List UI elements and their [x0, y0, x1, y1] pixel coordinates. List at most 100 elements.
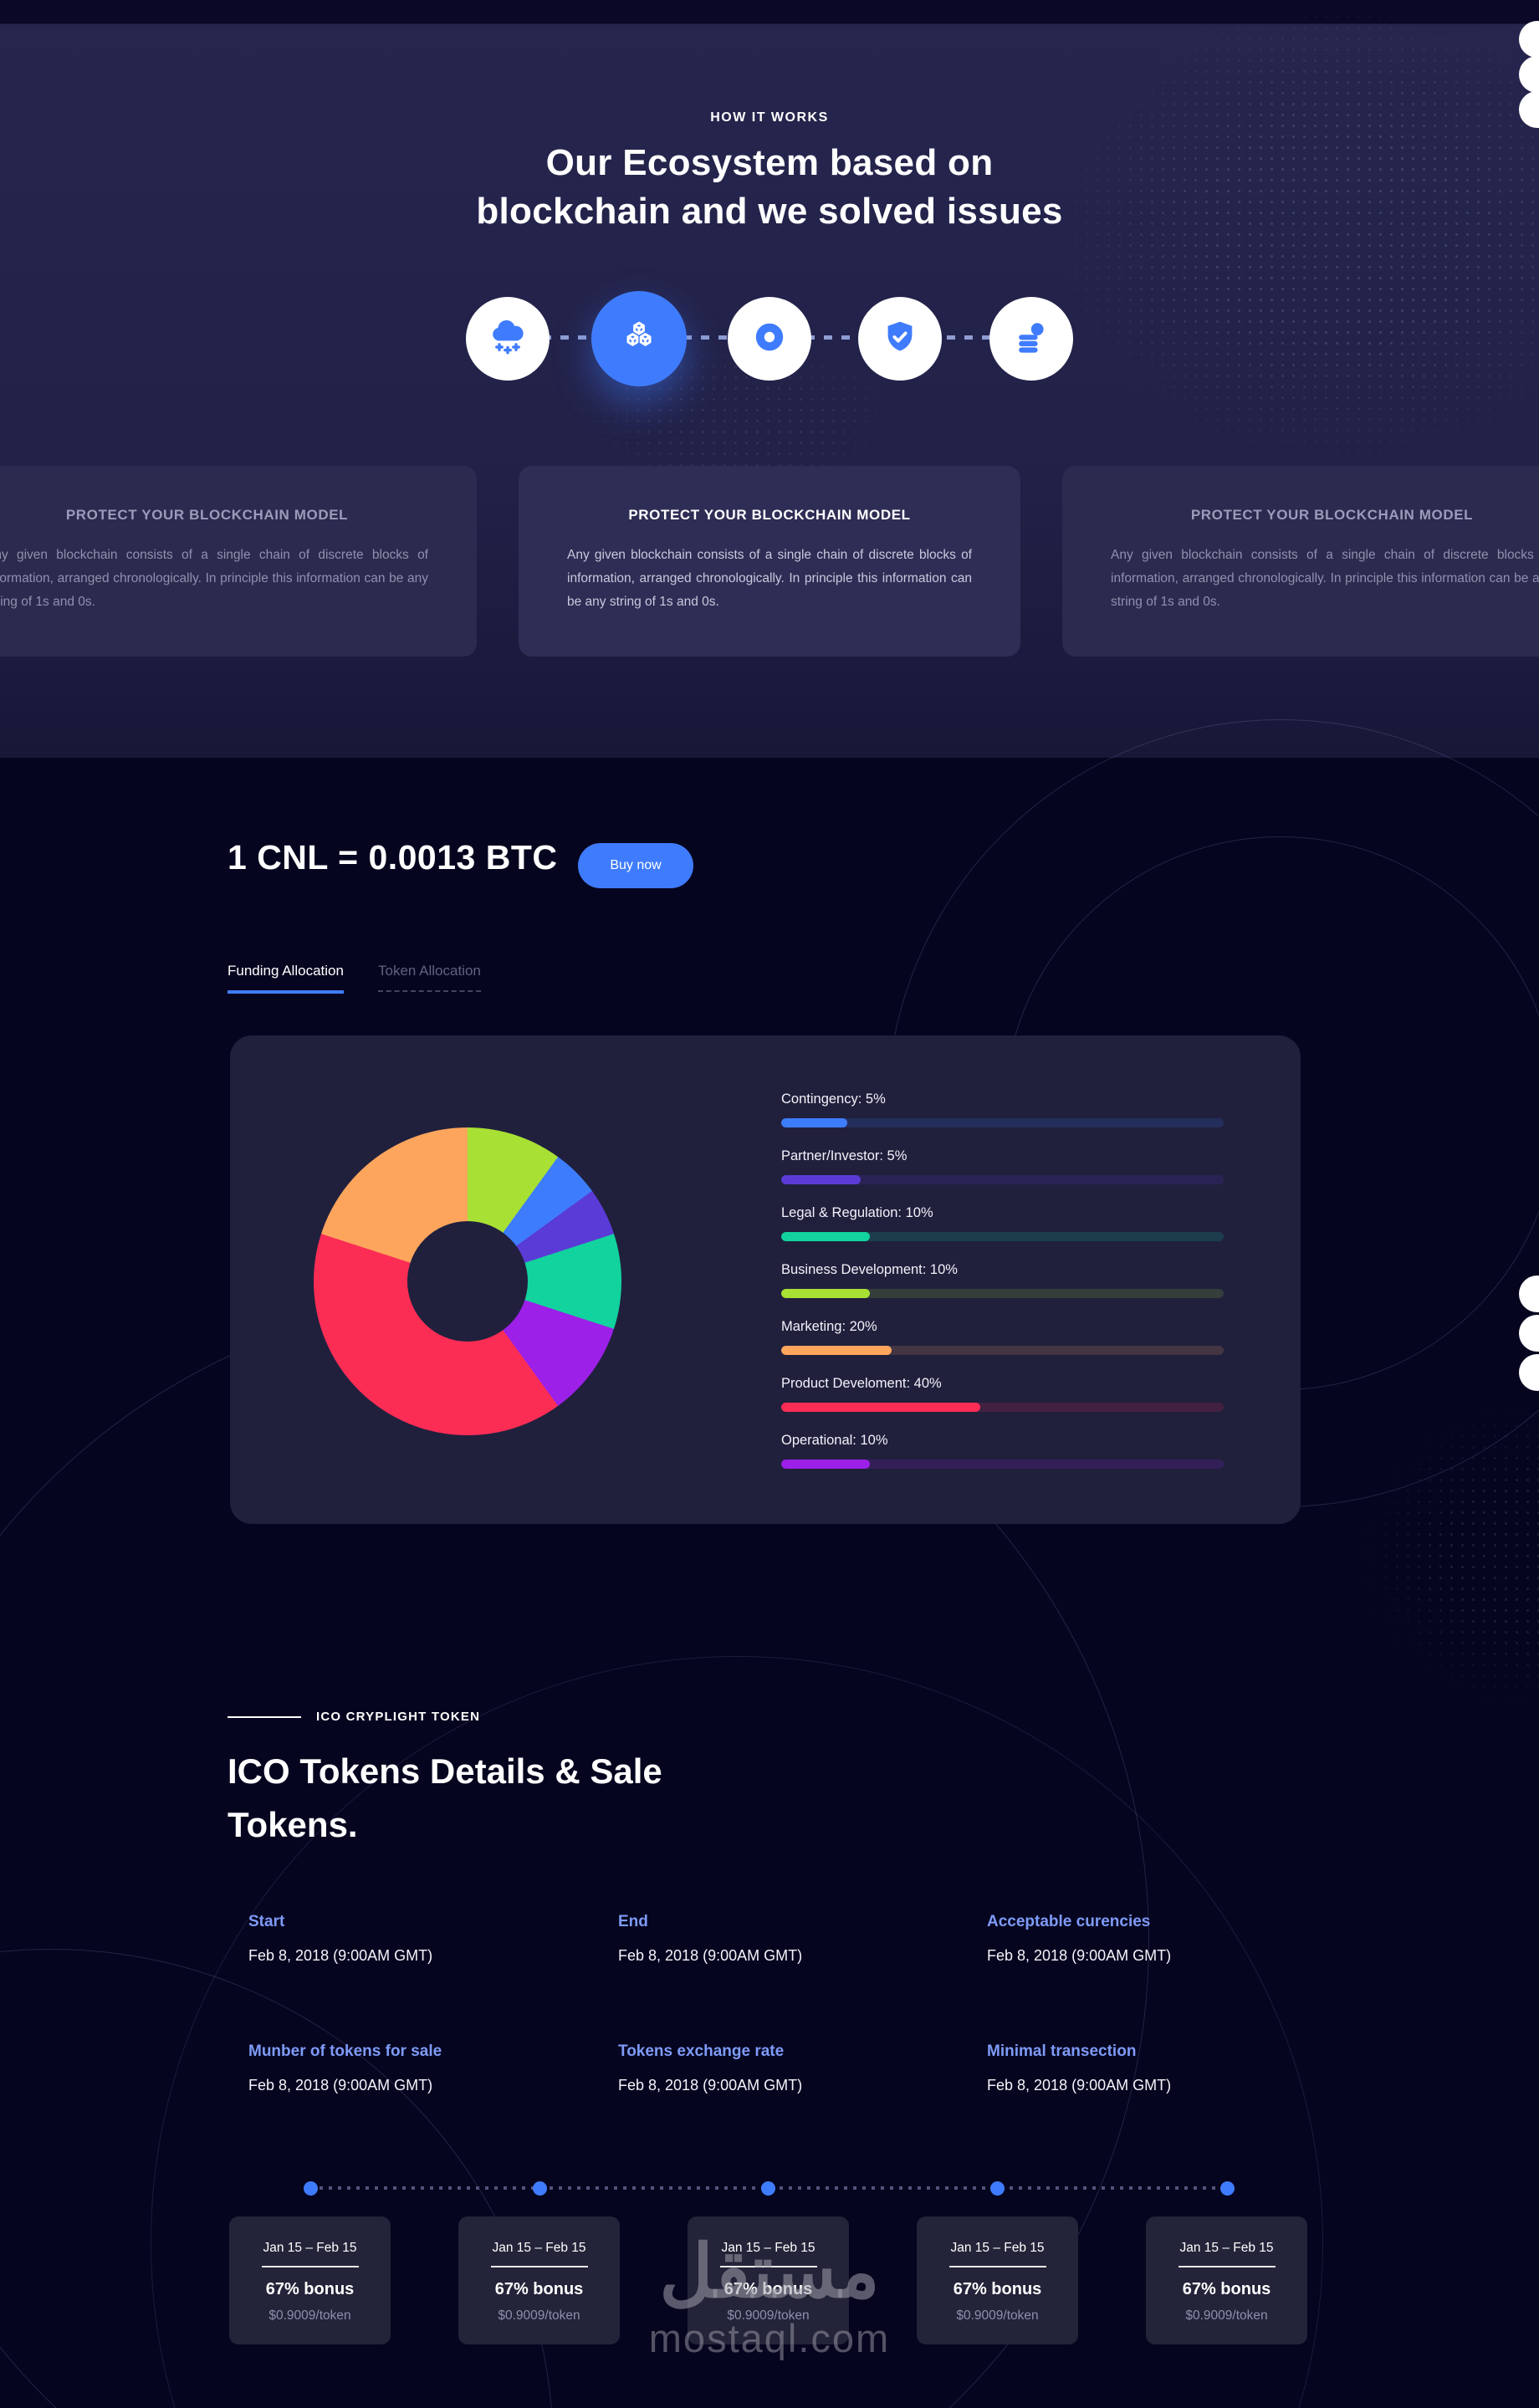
detail-minimal-transaction: Minimal transection Feb 8, 2018 (9:00AM …	[987, 2043, 1338, 2093]
detail-value: Feb 8, 2018 (9:00AM GMT)	[987, 2077, 1172, 2094]
bonus-period: Jan 15 – Feb 15	[263, 2241, 357, 2255]
tab-token-allocation[interactable]: Token Allocation	[378, 964, 481, 992]
legend-row: Product Develoment: 40%	[781, 1377, 1224, 1434]
bonus-period: Jan 15 – Feb 15	[721, 2241, 816, 2255]
divider	[719, 2265, 817, 2267]
title-line: ICO Tokens Details & Sale	[228, 1751, 662, 1791]
legend-row: Contingency: 5%	[781, 1092, 1224, 1149]
legend-fill	[781, 1288, 870, 1298]
bonus-card: Jan 15 – Feb 15 67% bonus $0.9009/token	[917, 2216, 1078, 2344]
bonus-amount: 67% bonus	[265, 2279, 355, 2298]
coins-stack-icon	[1011, 317, 1051, 361]
bonus-period: Jan 15 – Feb 15	[492, 2241, 586, 2255]
bonus-card: Jan 15 – Feb 15 67% bonus $0.9009/token	[1146, 2216, 1307, 2344]
buy-now-button[interactable]: Buy now	[578, 843, 693, 888]
bonus-amount: 67% bonus	[953, 2279, 1042, 2298]
card-title: PROTECT YOUR BLOCKCHAIN MODEL	[1190, 507, 1474, 523]
bonus-amount: 67% bonus	[494, 2279, 584, 2298]
ico-section-title: ICO Tokens Details & Sale Tokens.	[228, 1745, 863, 1852]
chart-legend: Contingency: 5% Partner/Investor: 5% Legal…	[781, 1092, 1224, 1490]
legend-fill	[781, 1231, 870, 1241]
step-security[interactable]	[858, 297, 942, 381]
divider	[490, 2265, 588, 2267]
divider	[948, 2265, 1046, 2267]
legend-row: Legal & Regulation: 10%	[781, 1206, 1224, 1263]
step-cloud[interactable]	[466, 297, 550, 381]
donut-chart	[314, 1127, 621, 1435]
bonus-period: Jan 15 – Feb 15	[1179, 2241, 1274, 2255]
card-body: Any given blockchain consists of a singl…	[567, 548, 972, 609]
title-line: Our Ecosystem based on	[545, 142, 994, 183]
bonus-amount: 67% bonus	[1182, 2279, 1271, 2298]
bonus-card: Jan 15 – Feb 15 67% bonus $0.9009/token	[229, 2216, 391, 2344]
detail-exchange-rate: Tokens exchange rate Feb 8, 2018 (9:00AM…	[618, 2043, 969, 2093]
timeline-dot	[761, 2181, 775, 2196]
detail-label: End	[618, 1913, 648, 1930]
timeline-dot	[304, 2181, 318, 2196]
detail-label: Munber of tokens for sale	[248, 2042, 442, 2060]
shield-check-icon	[880, 317, 920, 361]
page-title: Our Ecosystem based on blockchain and we…	[0, 139, 1539, 236]
detail-currencies: Acceptable curencies Feb 8, 2018 (9:00AM…	[987, 1914, 1338, 1963]
bonus-card: Jan 15 – Feb 15 67% bonus $0.9009/token	[458, 2216, 620, 2344]
funding-allocation-chart-card: Contingency: 5% Partner/Investor: 5% Legal…	[230, 1035, 1301, 1524]
legend-label: Legal & Regulation: 10%	[781, 1205, 933, 1220]
step-blockchain[interactable]	[591, 291, 687, 386]
card-title: PROTECT YOUR BLOCKCHAIN MODEL	[65, 507, 349, 523]
legend-row: Operational: 10%	[781, 1434, 1224, 1490]
section-eyebrow: HOW IT WORKS	[710, 110, 829, 125]
legend-fill	[781, 1345, 892, 1355]
legend-fill	[781, 1174, 862, 1184]
legend-row: Marketing: 20%	[781, 1320, 1224, 1377]
detail-value: Feb 8, 2018 (9:00AM GMT)	[618, 2077, 803, 2094]
legend-track	[781, 1459, 1224, 1469]
legend-track	[781, 1402, 1224, 1412]
timeline-dot	[533, 2181, 547, 2196]
title-line: blockchain and we solved issues	[476, 191, 1063, 232]
detail-value: Feb 8, 2018 (9:00AM GMT)	[618, 1947, 803, 1964]
divider	[1178, 2265, 1276, 2267]
protect-card-highlighted: PROTECT YOUR BLOCKCHAIN MODEL Any given …	[519, 466, 1020, 657]
eyebrow-line	[228, 1716, 301, 1718]
tab-funding-allocation[interactable]: Funding Allocation	[228, 964, 344, 994]
legend-label: Marketing: 20%	[781, 1319, 877, 1334]
detail-start: Start Feb 8, 2018 (9:00AM GMT)	[248, 1914, 600, 1963]
bonus-card: Jan 15 – Feb 15 67% bonus $0.9009/token	[688, 2216, 849, 2344]
halftone-pattern	[1305, 1355, 1539, 1756]
watermark-arabic: مستقل	[659, 2230, 880, 2313]
legend-fill	[781, 1459, 870, 1469]
legend-row: Partner/Investor: 5%	[781, 1149, 1224, 1206]
ico-eyebrow: ICO CRYPLIGHT TOKEN	[316, 1710, 481, 1724]
legend-track	[781, 1345, 1224, 1355]
protect-card: PROTECT YOUR BLOCKCHAIN MODEL Any given …	[1062, 466, 1539, 657]
legend-row: Business Development: 10%	[781, 1263, 1224, 1320]
legend-track	[781, 1117, 1224, 1127]
how-it-works-section: HOW IT WORKS Our Ecosystem based on bloc…	[0, 0, 1539, 758]
legend-track	[781, 1231, 1224, 1241]
blockchain-cubes-icon	[619, 317, 659, 361]
watermark-domain: mostaql.com	[648, 2316, 891, 2360]
detail-tokens-for-sale: Munber of tokens for sale Feb 8, 2018 (9…	[248, 2043, 600, 2093]
bonus-price: $0.9009/token	[1185, 2308, 1268, 2323]
bonus-price: $0.9009/token	[956, 2308, 1039, 2323]
legend-fill	[781, 1402, 981, 1412]
card-body: Any given blockchain consists of a singl…	[1111, 548, 1539, 609]
protect-card: PROTECT YOUR BLOCKCHAIN MODEL Any given …	[0, 466, 477, 657]
detail-label: Start	[248, 1913, 285, 1930]
bonus-period: Jan 15 – Feb 15	[950, 2241, 1045, 2255]
detail-value: Feb 8, 2018 (9:00AM GMT)	[248, 2077, 433, 2094]
step-coins[interactable]	[989, 297, 1073, 381]
title-line: Tokens.	[228, 1805, 358, 1844]
step-token[interactable]	[728, 297, 811, 381]
detail-end: End Feb 8, 2018 (9:00AM GMT)	[618, 1914, 969, 1963]
bonus-price: $0.9009/token	[268, 2308, 351, 2323]
divider	[261, 2265, 359, 2267]
exchange-rate-heading: 1 CNL = 0.0013 BTC	[228, 838, 558, 877]
bonus-price: $0.9009/token	[498, 2308, 580, 2323]
card-body: Any given blockchain consists of a singl…	[0, 548, 428, 609]
legend-fill	[781, 1117, 848, 1127]
timeline-dot	[990, 2181, 1005, 2196]
detail-value: Feb 8, 2018 (9:00AM GMT)	[248, 1947, 433, 1964]
card-title: PROTECT YOUR BLOCKCHAIN MODEL	[628, 507, 911, 523]
